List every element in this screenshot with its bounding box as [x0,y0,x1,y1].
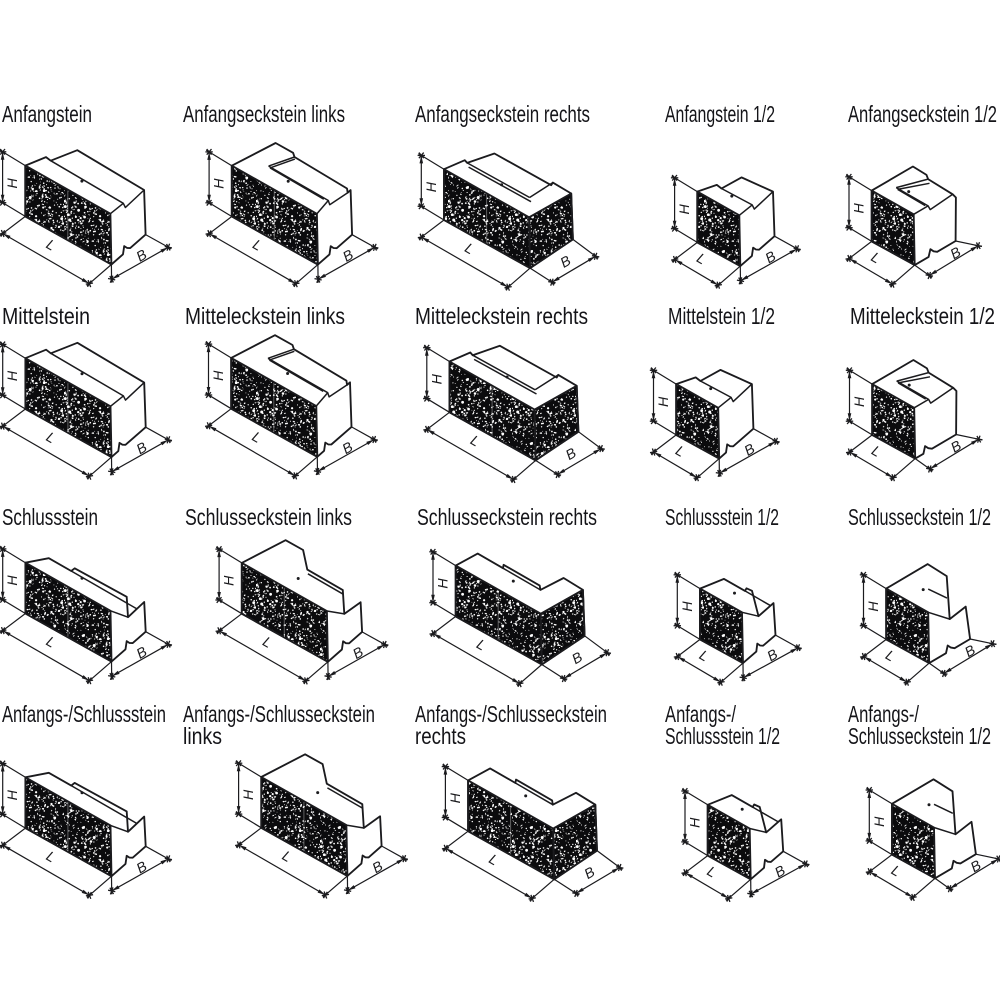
svg-text:links: links [183,723,222,749]
svg-text:rechts: rechts [415,723,466,749]
svg-text:H: H [5,178,21,189]
svg-text:H: H [872,816,888,827]
svg-text:H: H [866,601,882,612]
svg-text:H: H [436,578,452,589]
svg-text:Schlussstein 1/2: Schlussstein 1/2 [665,504,779,530]
svg-text:Anfangseckstein rechts: Anfangseckstein rechts [415,101,590,127]
svg-text:H: H [211,370,227,381]
svg-text:Schlusseckstein links: Schlusseckstein links [185,504,352,530]
svg-text:Anfangseckstein 1/2: Anfangseckstein 1/2 [848,101,997,127]
svg-text:H: H [241,789,257,800]
svg-text:Anfangs-/Schlussstein: Anfangs-/Schlussstein [2,701,166,727]
svg-text:H: H [212,178,228,189]
svg-text:H: H [222,575,238,586]
svg-text:Schlussstein: Schlussstein [2,504,98,530]
svg-text:H: H [424,181,440,192]
svg-text:Schlusseckstein rechts: Schlusseckstein rechts [417,504,597,530]
svg-text:Schlusseckstein 1/2: Schlusseckstein 1/2 [848,723,991,749]
svg-text:Mittelstein 1/2: Mittelstein 1/2 [668,303,775,329]
svg-text:Mitteleckstein rechts: Mitteleckstein rechts [415,303,588,329]
svg-text:Mittelstein: Mittelstein [2,303,90,329]
svg-text:H: H [429,373,445,384]
svg-text:H: H [448,792,464,803]
svg-text:Anfangstein: Anfangstein [2,101,92,127]
svg-text:Mitteleckstein links: Mitteleckstein links [185,303,345,329]
svg-text:Mitteleckstein 1/2: Mitteleckstein 1/2 [850,303,995,329]
svg-text:H: H [5,789,21,800]
svg-text:Anfangstein 1/2: Anfangstein 1/2 [665,101,775,127]
svg-text:H: H [677,204,693,215]
svg-text:H: H [5,370,21,381]
svg-text:H: H [656,396,672,407]
svg-text:Anfangs-/: Anfangs-/ [848,701,919,727]
svg-text:Anfangs-/Schlusseckstein: Anfangs-/Schlusseckstein [415,701,607,727]
svg-text:Schlussstein 1/2: Schlussstein 1/2 [665,723,780,749]
svg-text:H: H [680,601,696,612]
svg-text:H: H [688,817,704,828]
svg-text:Anfangs-/: Anfangs-/ [665,701,736,727]
svg-text:H: H [5,575,21,586]
svg-text:Anfangs-/Schlusseckstein: Anfangs-/Schlusseckstein [183,701,375,727]
svg-text:H: H [852,396,868,407]
svg-text:Schlusseckstein 1/2: Schlusseckstein 1/2 [848,504,991,530]
svg-text:Anfangseckstein links: Anfangseckstein links [183,101,345,127]
svg-text:H: H [852,203,868,214]
